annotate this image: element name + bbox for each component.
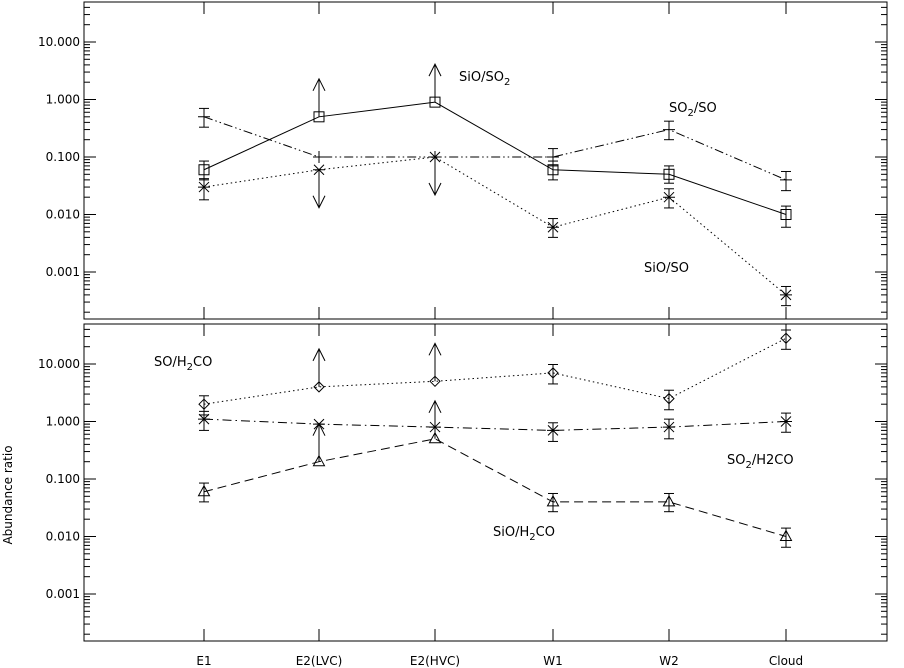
data-point xyxy=(198,181,210,193)
data-point xyxy=(198,413,210,425)
data-point xyxy=(198,398,210,410)
limit-arrow-head xyxy=(428,342,442,356)
series-line xyxy=(203,156,787,296)
series-line xyxy=(203,337,787,405)
data-point xyxy=(429,375,441,388)
data-point xyxy=(663,392,675,405)
data-point xyxy=(198,164,210,176)
limit-arrow-head xyxy=(312,77,326,92)
data-point xyxy=(313,381,325,393)
top-panel: 0.001 0.010 0.100 1.000 10.000 SiO/SO2 SO2/SO S… xyxy=(38,1,888,320)
y-tick-label: 0.100 xyxy=(46,150,80,164)
x-tick-label: E2(LVC) xyxy=(296,654,343,668)
plot-frame xyxy=(83,1,888,320)
limit-arrow-head xyxy=(428,182,442,197)
series-label: SiO/SO2 xyxy=(459,70,510,88)
data-point xyxy=(313,151,325,163)
y-tick-label: 0.010 xyxy=(46,530,80,544)
y-tick-label: 0.001 xyxy=(46,265,80,279)
x-tick-label: E2(HVC) xyxy=(410,654,460,668)
data-point xyxy=(313,164,325,176)
y-tick-label: 0.100 xyxy=(46,472,80,486)
y-tick-label: 10.000 xyxy=(38,357,80,371)
data-point xyxy=(663,191,675,203)
x-tick-label: W1 xyxy=(543,654,563,668)
y-tick-label: 1.000 xyxy=(46,93,80,107)
limit-arrow-head xyxy=(428,63,442,77)
data-point xyxy=(780,416,792,427)
x-tick-label: W2 xyxy=(659,654,679,668)
limit-arrow-head xyxy=(428,399,442,414)
series-line xyxy=(203,116,787,181)
plot-frame xyxy=(83,323,888,642)
y-tick-label: 0.001 xyxy=(46,587,80,601)
series-line xyxy=(203,438,787,537)
limit-arrow-head xyxy=(312,347,326,362)
y-tick-label: 1.000 xyxy=(46,415,80,429)
data-point xyxy=(547,367,559,379)
data-point xyxy=(662,494,676,507)
series-label: SO2/H2CO xyxy=(727,453,794,471)
data-point xyxy=(779,529,793,541)
x-tick-label: Cloud xyxy=(769,654,803,668)
limit-arrow-head xyxy=(312,195,326,209)
x-tick-label: E1 xyxy=(196,654,211,668)
data-point xyxy=(429,151,441,163)
data-point xyxy=(198,110,210,123)
limit-arrow-head xyxy=(312,422,326,436)
series-line xyxy=(203,418,787,431)
data-point xyxy=(546,494,560,507)
data-point xyxy=(780,173,792,186)
data-point xyxy=(547,425,559,436)
series-label: SiO/H2CO xyxy=(493,525,555,543)
data-point xyxy=(197,484,211,497)
series-label: SiO/SO xyxy=(644,261,689,276)
series-line xyxy=(203,101,787,215)
bottom-panel: 0.001 0.010 0.100 1.000 10.000 E1 E2(LVC) E2(HV… xyxy=(38,323,888,668)
series-label: SO/H2CO xyxy=(154,355,212,373)
data-point xyxy=(663,123,675,136)
data-point xyxy=(547,151,559,163)
y-tick-label: 0.010 xyxy=(46,208,80,222)
series-label: SO2/SO xyxy=(669,101,717,119)
data-point xyxy=(547,221,559,233)
data-point xyxy=(313,111,325,123)
data-point xyxy=(428,431,442,444)
data-point xyxy=(780,209,792,220)
data-point xyxy=(780,332,792,344)
data-point xyxy=(780,289,792,301)
data-point xyxy=(663,421,675,433)
y-tick-label: 10.000 xyxy=(38,35,80,49)
data-point xyxy=(312,454,326,467)
data-point xyxy=(663,168,675,180)
y-axis-title: Abundance ratio xyxy=(1,445,15,544)
data-point xyxy=(429,96,441,108)
